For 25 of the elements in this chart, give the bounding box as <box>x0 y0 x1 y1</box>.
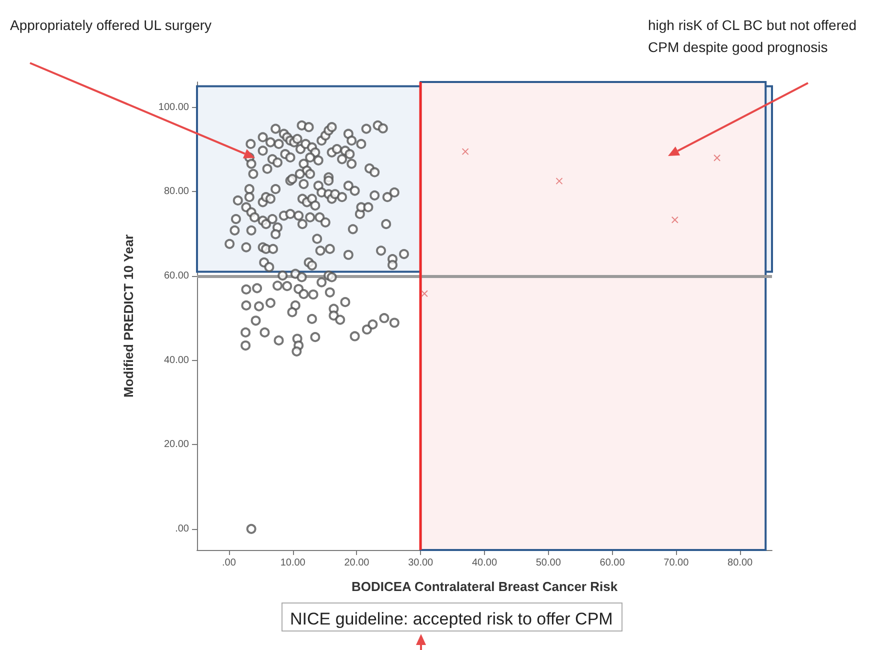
point <box>462 148 469 156</box>
point <box>671 216 678 224</box>
y-tick-label: 40.00 <box>164 354 190 366</box>
x-tick-label: 50.00 <box>536 558 562 568</box>
x-tick-label: .00 <box>222 558 236 568</box>
y-tick-label: 80.00 <box>164 186 190 198</box>
x-tick-label: 20.00 <box>344 558 370 568</box>
y-tick-label: .00 <box>175 523 190 534</box>
x-tick-label: 80.00 <box>728 558 754 568</box>
x-tick-label: 30.00 <box>408 558 434 568</box>
point <box>714 154 721 162</box>
x-tick-label: 10.00 <box>280 558 306 568</box>
x-tick-label: 60.00 <box>600 558 626 568</box>
point <box>420 290 428 298</box>
text: high risK of CL BC but not offered CPM despite good prognosis <box>648 17 860 55</box>
y-tick-label: 100.00 <box>158 102 190 113</box>
x-axis-title: BODICEA Contralateral Breast Cancer Risk <box>351 579 618 594</box>
text: Appropriately offered UL surgery <box>10 17 212 33</box>
x-tick-label: 70.00 <box>664 558 690 568</box>
text: NICE guideline: accepted risk to offer CPM <box>290 610 613 628</box>
x-tick-label: 40.00 <box>472 558 498 568</box>
y-tick-label: 20.00 <box>164 439 190 450</box>
y-axis-title: Modified PREDICT 10 Year <box>121 234 136 398</box>
point <box>556 178 563 185</box>
y-tick-label: 60.00 <box>164 270 190 282</box>
